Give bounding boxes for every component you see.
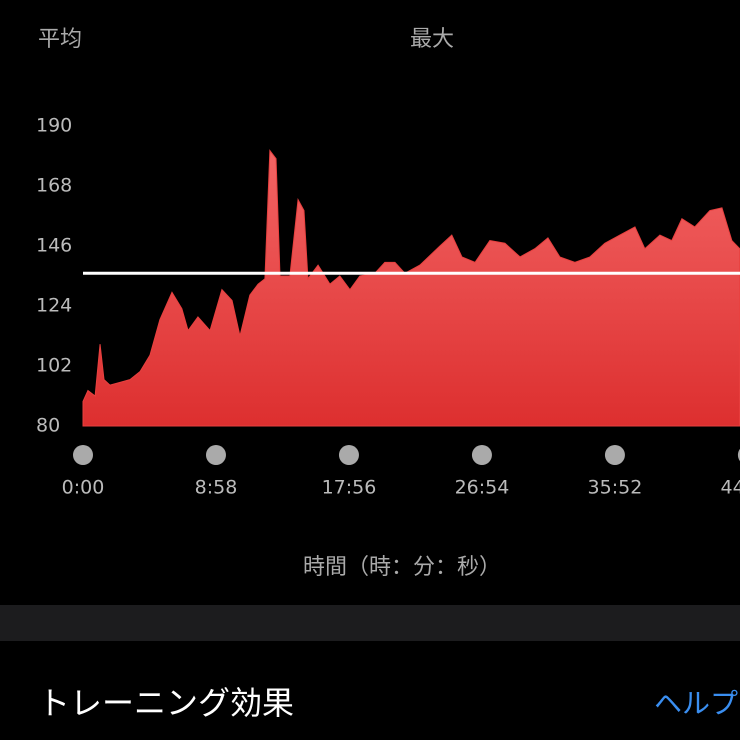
x-tick-label: 0:00	[62, 477, 105, 499]
y-tick-label: 80	[36, 415, 60, 437]
y-tick-label: 168	[36, 175, 72, 197]
x-tick-label: 8:58	[195, 477, 238, 499]
heart-rate-area	[82, 149, 740, 427]
x-tick-dot	[737, 448, 740, 462]
x-tick-dot	[205, 445, 226, 465]
x-tick-label: 26:54	[455, 477, 510, 499]
help-link[interactable]: ヘルプ	[654, 687, 738, 720]
x-tick-label: 17:56	[322, 477, 377, 499]
x-tick-dot	[604, 445, 625, 465]
y-tick-label: 190	[36, 115, 72, 137]
avg-label: 平均	[38, 27, 82, 52]
y-tick-label: 124	[36, 295, 72, 317]
section-title: トレーニング効果	[38, 684, 294, 722]
chart: 80 102 124 146 168 190 0:00 8:58 17:56 26:54 35:52…	[36, 115, 740, 499]
x-tick-dot	[73, 445, 93, 465]
y-tick-label: 102	[36, 355, 72, 377]
x-tick-dot	[471, 445, 492, 465]
x-axis-title: 時間（時：分：秒）	[303, 555, 501, 580]
y-tick-label: 146	[36, 235, 72, 257]
max-label: 最大	[410, 27, 454, 52]
x-tick-dot	[338, 445, 359, 465]
x-tick-label: 44:50	[721, 477, 740, 499]
x-tick-label: 35:52	[588, 477, 643, 499]
divider-band	[0, 605, 740, 641]
